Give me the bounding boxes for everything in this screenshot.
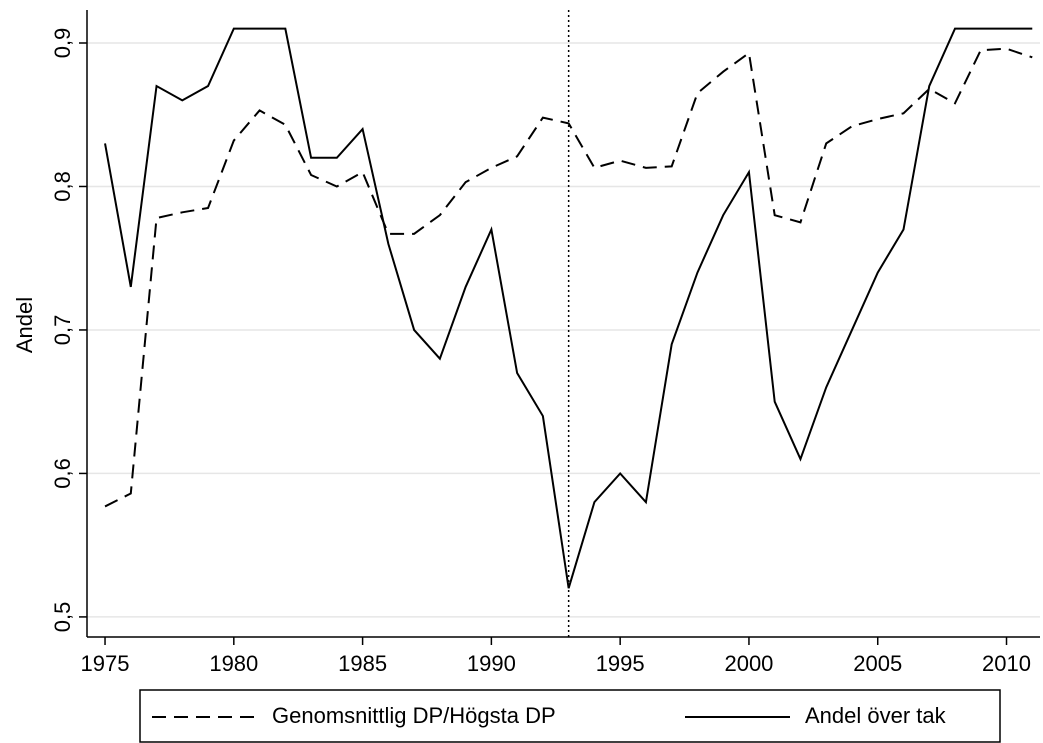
- y-tick-label: 0,8: [50, 171, 75, 202]
- data-line: [104, 27, 1033, 589]
- x-tick-label: 2000: [724, 651, 773, 676]
- x-tick-label: 1975: [81, 651, 130, 676]
- x-tick-label: 1985: [338, 651, 387, 676]
- y-tick-label: 0,7: [50, 315, 75, 346]
- y-tick-label: 0,6: [50, 458, 75, 489]
- y-tick-label: 0,5: [50, 602, 75, 633]
- x-tick-label: 1990: [467, 651, 516, 676]
- x-tick-label: 2005: [853, 651, 902, 676]
- x-tick-label: 1995: [596, 651, 645, 676]
- y-axis-label: Andel: [12, 297, 37, 353]
- x-tick-label: 2010: [982, 651, 1031, 676]
- x-tick-label: 1980: [209, 651, 258, 676]
- legend-box: [139, 689, 1001, 743]
- y-tick-label: 0,9: [50, 28, 75, 59]
- data-line: [104, 47, 1033, 508]
- legend-label: Genomsnittlig DP/Högsta DP: [272, 703, 556, 728]
- legend-label: Andel över tak: [805, 703, 947, 728]
